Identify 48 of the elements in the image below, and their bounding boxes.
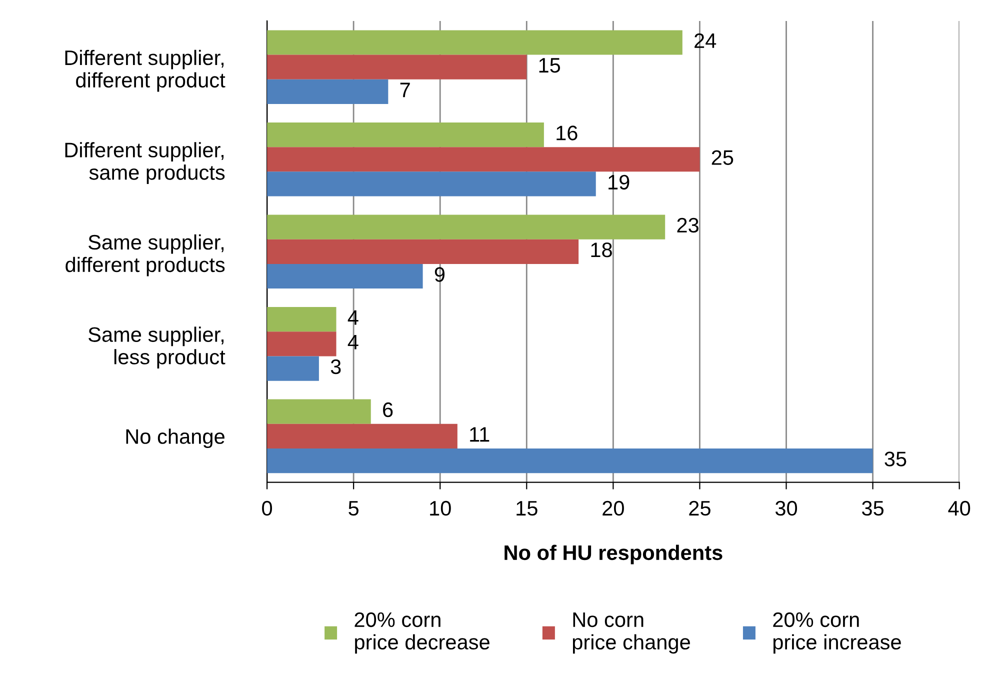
y-tick-label: No change — [126, 428, 224, 448]
data-label: 6 — [383, 402, 393, 418]
x-tick-label: 15 — [516, 501, 538, 516]
data-label: 16 — [556, 126, 578, 140]
data-label: 4 — [348, 334, 358, 350]
data-label: 11 — [470, 427, 490, 442]
bar — [267, 399, 371, 424]
y-tick-label: Same supplier, less product — [88, 326, 226, 369]
bar — [267, 79, 388, 104]
bar — [267, 239, 579, 264]
x-tick-label: 40 — [948, 500, 970, 516]
legend-label: No corn price change — [572, 612, 690, 654]
data-label: 24 — [694, 33, 716, 48]
x-axis-title: No of HU respondents — [504, 544, 722, 564]
bar — [267, 122, 544, 148]
legend-label: 20% corn price increase — [773, 612, 901, 654]
bar — [267, 54, 527, 80]
data-label: 19 — [608, 174, 630, 190]
bar — [267, 214, 666, 240]
y-tick-label: Different supplier, different product — [65, 50, 226, 92]
y-tick-label: Different supplier, same products — [65, 142, 225, 184]
x-tick-label: 20 — [602, 500, 624, 516]
legend-label: 20% corn price decrease — [354, 612, 490, 654]
bar — [267, 332, 336, 356]
bar — [267, 30, 682, 55]
bar — [267, 448, 873, 474]
x-tick-label: 30 — [775, 500, 798, 516]
bar — [267, 147, 700, 172]
bar — [267, 172, 596, 196]
data-label: 7 — [400, 82, 410, 98]
x-tick-label: 35 — [862, 500, 884, 516]
bar — [267, 307, 336, 332]
x-tick-label: 5 — [348, 501, 358, 516]
data-label: 15 — [539, 58, 560, 73]
bar — [267, 264, 423, 289]
data-label: 35 — [884, 452, 906, 466]
x-tick-label: 25 — [689, 500, 710, 516]
x-tick-label: 0 — [262, 500, 272, 516]
x-tick-label: 10 — [430, 500, 451, 516]
data-label: 18 — [591, 242, 612, 258]
data-label: 9 — [434, 267, 445, 282]
bar — [267, 424, 458, 448]
data-label: 4 — [348, 310, 358, 325]
data-label: 3 — [330, 359, 341, 374]
data-label: 23 — [677, 218, 698, 233]
bar — [267, 356, 319, 381]
y-tick-label: Same supplier, different products — [66, 234, 225, 276]
data-label: 25 — [712, 150, 734, 165]
